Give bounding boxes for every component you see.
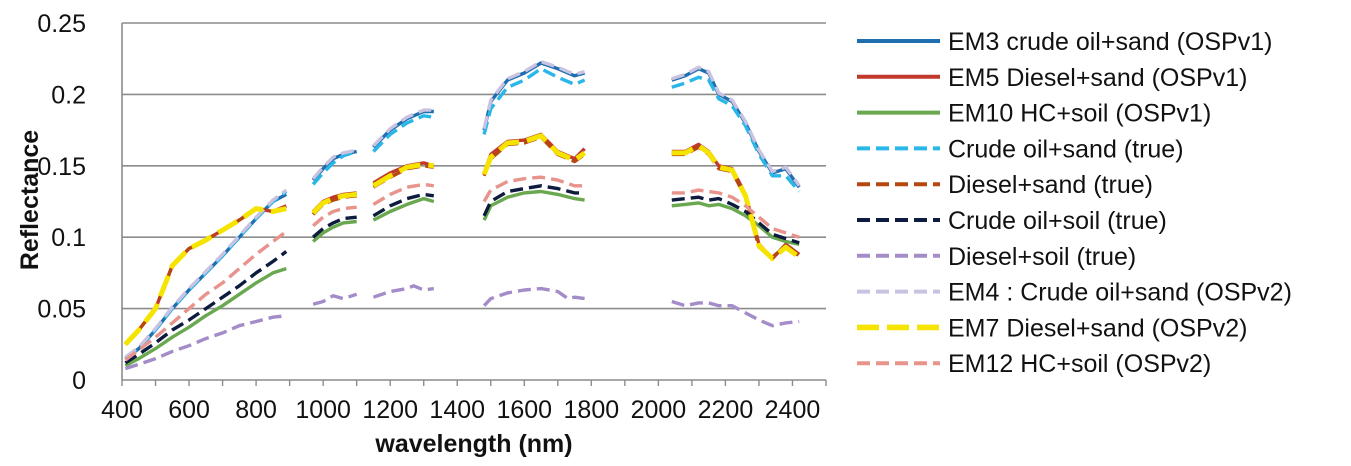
series-segment: [482, 175, 585, 203]
series-segment: [124, 190, 288, 360]
series-line: [124, 189, 800, 368]
series-line: [124, 284, 800, 371]
legend-label: Crude oil+soil (true): [948, 207, 1167, 235]
x-tick-label: 800: [235, 396, 277, 424]
y-tick-label: 0.15: [37, 153, 86, 181]
legend-label: Crude oil+sand (true): [948, 135, 1184, 163]
x-tick-label: 2000: [631, 396, 687, 424]
legend-label: EM7 Diesel+sand (OSPv2): [948, 314, 1247, 342]
legend-label: Diesel+sand (true): [948, 171, 1153, 199]
x-tick-label: 1400: [429, 396, 485, 424]
legend-label: EM3 crude oil+sand (OSPv1): [948, 28, 1272, 56]
series-segment: [671, 201, 800, 246]
series-segment: [671, 145, 801, 259]
x-axis-title: wavelength (nm): [374, 430, 572, 458]
x-tick-label: 2400: [765, 396, 821, 424]
series-segment: [671, 188, 800, 239]
series-segment: [671, 65, 801, 187]
series-segment: [124, 314, 287, 371]
series-segment: [481, 133, 587, 176]
series-segment: [372, 196, 435, 222]
series-segment: [124, 206, 287, 346]
x-tick-label: 1600: [496, 396, 552, 424]
x-tick-label: 1200: [362, 396, 418, 424]
series-line: [123, 133, 801, 347]
y-axis-title: Reflectance: [16, 130, 44, 270]
tick-labels: 0 0.05 0.1 0.15 0.2 0.25 400 600 800 1000 1200 1400…: [37, 10, 820, 424]
series-line: [124, 175, 800, 362]
x-tick-label: 2200: [698, 396, 754, 424]
y-tick-label: 0.25: [37, 10, 86, 38]
y-tick-label: 0.2: [51, 81, 86, 109]
y-tick-label: 0.1: [51, 224, 86, 252]
series-segment: [671, 195, 800, 245]
series-line: [124, 184, 800, 365]
series-segment: [671, 143, 801, 262]
y-tick-label: 0: [72, 367, 86, 395]
series-segment: [124, 192, 288, 360]
legend-label: EM12 HC+soil (OSPv2): [948, 350, 1211, 378]
series-segment: [482, 59, 586, 130]
x-tick-label: 600: [168, 396, 210, 424]
series-segment: [124, 266, 287, 368]
series-segment: [671, 75, 801, 193]
series-line: [124, 135, 801, 346]
series-segment: [311, 191, 357, 215]
series-segment: [671, 142, 801, 261]
series-segment: [372, 182, 435, 206]
series-segment: [311, 205, 357, 228]
legend-label: EM5 Diesel+sand (OSPv1): [948, 64, 1247, 92]
series-segment: [311, 149, 358, 186]
series-segment: [482, 67, 586, 135]
axes: [121, 23, 827, 386]
series-segment: [124, 230, 288, 362]
series-segment: [482, 189, 585, 221]
series-segment: [311, 148, 358, 180]
series-segment: [372, 192, 435, 218]
series-segment: [124, 188, 288, 359]
series-line: [124, 67, 801, 360]
series-segment: [372, 284, 435, 299]
x-tick-label: 400: [101, 396, 143, 424]
series-segment: [372, 114, 435, 153]
series-segment: [312, 292, 358, 306]
series-segment: [311, 219, 357, 243]
series-segment: [671, 67, 801, 189]
x-tick-label: 1000: [295, 396, 351, 424]
series-line: [124, 61, 801, 360]
legend-label: EM4 : Crude oil+sand (OSPv2): [948, 279, 1292, 307]
legend: EM3 crude oil+sand (OSPv1) EM5 Diesel+san…: [857, 28, 1292, 378]
series-segment: [671, 299, 800, 328]
series-segment: [123, 206, 287, 347]
series-line: [124, 59, 801, 359]
legend-label: Diesel+soil (true): [948, 243, 1136, 271]
series-segment: [372, 108, 434, 147]
series-segment: [311, 215, 357, 239]
legend-label: EM10 HC+soil (OSPv1): [948, 100, 1211, 128]
series-segment: [372, 161, 435, 188]
plot-area: [121, 22, 827, 386]
x-tick-label: 1800: [564, 396, 620, 424]
series-segment: [124, 250, 288, 365]
y-tick-label: 0.05: [37, 296, 86, 324]
series-segment: [482, 184, 585, 217]
series-lines: [123, 59, 801, 371]
series-segment: [482, 286, 585, 307]
